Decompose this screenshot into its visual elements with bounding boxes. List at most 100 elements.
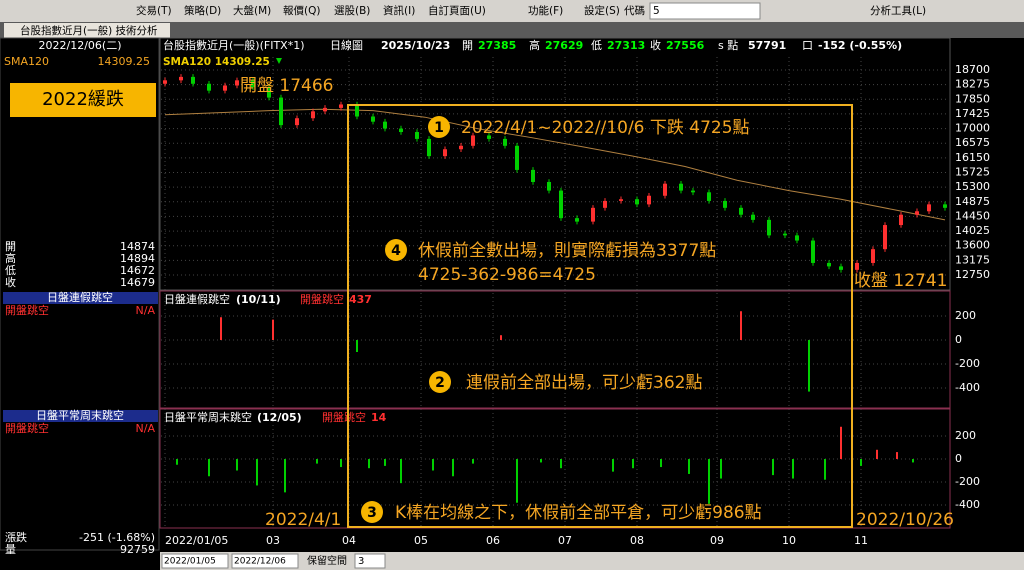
reserve-input[interactable]: [354, 553, 386, 569]
candle-body: [295, 118, 299, 126]
tab-title[interactable]: 台股指數近月(一般) 技術分析: [20, 24, 158, 37]
sub-title: 日盤連假跳空: [164, 292, 230, 306]
candle-body: [811, 240, 815, 263]
candle-body: [899, 214, 903, 226]
from-input[interactable]: [161, 553, 229, 569]
y-tick-label: 13600: [955, 239, 990, 252]
menu-item[interactable]: 設定(S): [584, 4, 620, 17]
candle-body: [471, 135, 475, 146]
field-label: 低: [591, 39, 602, 52]
x-tick-label: 10: [782, 534, 796, 547]
candle-body: [415, 132, 419, 139]
badge: [10, 83, 156, 117]
change-label: 漲跌: [5, 530, 27, 544]
panel-value: N/A: [136, 422, 156, 435]
bar: [284, 458, 286, 493]
note-number: 4: [391, 243, 401, 259]
sub-label: 開盤跳空: [322, 410, 366, 424]
from-date[interactable]: 2022/01/05: [164, 557, 216, 567]
candle-body: [163, 80, 167, 84]
sma-value: 14309.25: [98, 55, 151, 68]
menu-item[interactable]: 選股(B): [334, 4, 370, 17]
panel-title: 日盤平常周末跳空: [36, 408, 124, 422]
code-value[interactable]: 5: [653, 5, 660, 17]
badge-circle: [361, 501, 383, 523]
sma-legend: SMA120 14309.25: [163, 56, 270, 68]
menu-item[interactable]: 功能(F): [528, 4, 563, 17]
header-change: -152 (-0.55%): [818, 39, 902, 52]
field-value: 27313: [607, 39, 645, 52]
y-tick-label: 12750: [955, 268, 990, 281]
y-tick-label: 17000: [955, 122, 990, 135]
menu-item[interactable]: 資訊(I): [383, 4, 415, 17]
sub-label: 開盤跳空: [300, 292, 344, 306]
end-date: 2022/10/26: [856, 510, 954, 530]
menu-item[interactable]: 自訂頁面(U): [428, 4, 486, 17]
menu-item[interactable]: 交易(T): [136, 4, 172, 17]
x-tick-label: 08: [630, 534, 644, 547]
close-note: 收盤 12741: [854, 271, 947, 291]
candle-body: [635, 199, 639, 205]
code-input[interactable]: [649, 2, 761, 20]
bar: [256, 458, 258, 486]
y-tick-label: 0: [955, 333, 962, 346]
y-tick-label: 14450: [955, 209, 990, 222]
tab[interactable]: [4, 23, 170, 38]
bar: [516, 458, 518, 503]
y-tick-label: 17425: [955, 107, 990, 120]
bar: [720, 458, 722, 479]
volume-unit: 口: [802, 39, 813, 52]
y-tick-label: -400: [955, 498, 980, 511]
candle-body: [679, 183, 683, 191]
bar: [384, 458, 386, 466]
candle-body: [783, 233, 787, 236]
volume-label: 量: [5, 543, 16, 556]
sma-line: [164, 108, 946, 221]
y-tick-label: 200: [955, 309, 976, 322]
to-date[interactable]: 2022/12/06: [234, 557, 286, 567]
candle-body: [547, 181, 551, 191]
candle-body: [279, 97, 283, 126]
tools-menu[interactable]: 分析工具(L): [870, 4, 926, 17]
candle-body: [191, 76, 195, 84]
candle-body: [575, 218, 579, 222]
note-formula: 4725-362-986=4725: [418, 265, 596, 285]
badge-text: 2022緩跌: [42, 89, 124, 110]
candle-body: [767, 219, 771, 236]
candle-body: [663, 183, 667, 196]
bar: [860, 458, 862, 466]
sub-title: 日盤平常周末跳空: [164, 410, 252, 424]
x-tick-label: 05: [414, 534, 428, 547]
reserve-label: 保留空間: [307, 554, 347, 567]
open-note: 開盤 17466: [240, 76, 333, 96]
bar: [824, 458, 826, 480]
candle-body: [855, 262, 859, 270]
bar: [808, 340, 810, 392]
candle-body: [427, 138, 431, 157]
candle-body: [459, 145, 463, 150]
period: 日線圖: [330, 38, 363, 52]
y-tick-label: 15725: [955, 166, 990, 179]
note-number: 2: [435, 375, 445, 391]
y-tick-label: 14025: [955, 224, 990, 237]
bar: [176, 458, 178, 465]
volume-value: 92759: [120, 543, 155, 556]
menu-item[interactable]: 大盤(M): [233, 4, 271, 17]
note-text: K棒在均線之下，休假前全部平倉，可少虧986點: [395, 503, 762, 523]
note-number: 1: [434, 120, 444, 136]
panel-value: N/A: [136, 304, 156, 317]
bar: [432, 458, 434, 471]
x-tick-label: 07: [558, 534, 572, 547]
candle-body: [915, 211, 919, 215]
header-fields: 開 27385 高 27629 低 27313 收 27556: [462, 38, 705, 52]
menu-item[interactable]: 策略(D): [184, 4, 221, 17]
reserve-value[interactable]: 3: [358, 556, 364, 567]
y-tick-label: -400: [955, 381, 980, 394]
candle-body: [603, 200, 607, 208]
candle-body: [179, 76, 183, 81]
x-tick-label: 04: [342, 534, 356, 547]
to-input[interactable]: [231, 553, 299, 569]
menu-item[interactable]: 報價(Q): [283, 4, 320, 17]
field-value: 27629: [545, 39, 583, 52]
